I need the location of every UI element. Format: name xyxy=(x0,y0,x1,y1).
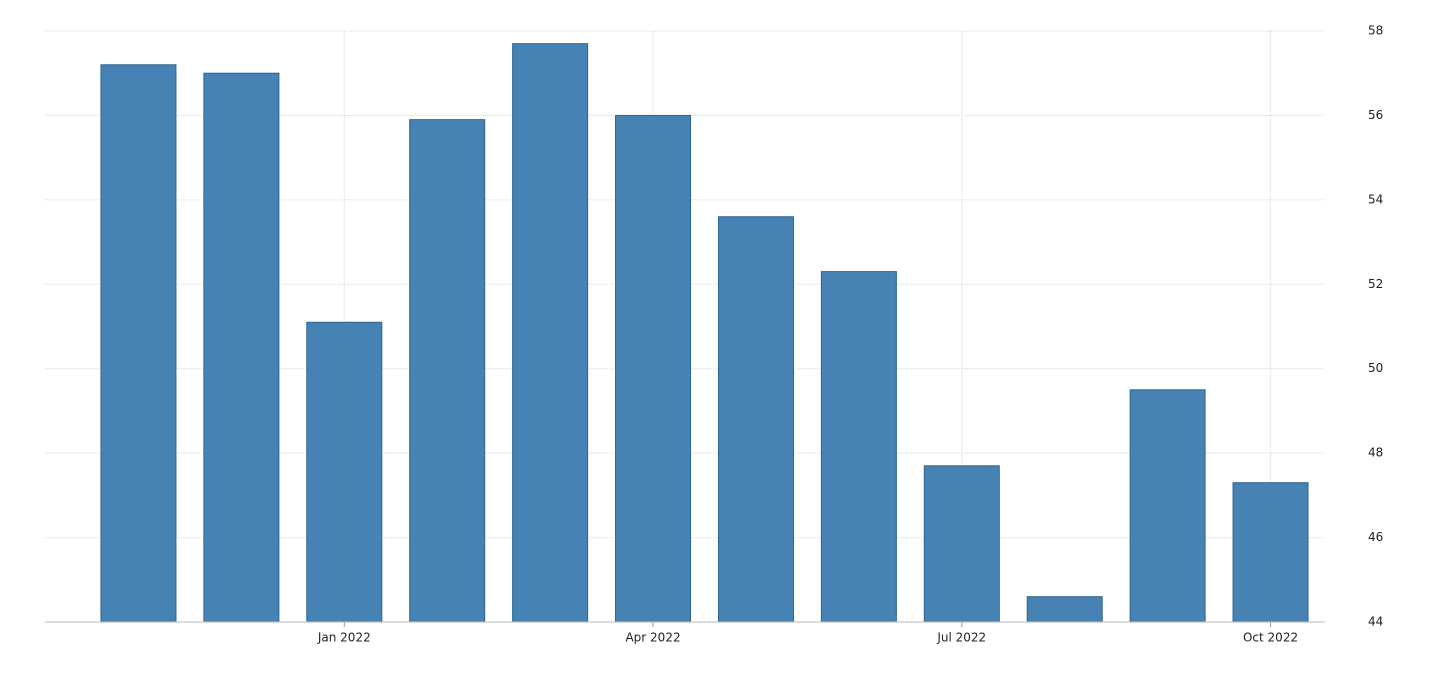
bar xyxy=(717,216,794,623)
bar xyxy=(1129,389,1206,623)
x-tick-label: Jul 2022 xyxy=(936,631,986,645)
bar xyxy=(306,321,383,623)
bar xyxy=(923,465,1000,623)
bar xyxy=(820,271,897,623)
y-tick-label: 44 xyxy=(1368,615,1383,629)
y-tick-label: 46 xyxy=(1368,530,1383,544)
y-tick-label: 58 xyxy=(1368,24,1383,38)
y-tick-label: 50 xyxy=(1368,361,1383,375)
x-tick-label: Oct 2022 xyxy=(1243,631,1298,645)
bar xyxy=(100,64,177,623)
bar xyxy=(409,119,486,623)
x-tick-label: Jan 2022 xyxy=(317,631,371,645)
x-tick-label: Apr 2022 xyxy=(625,631,680,645)
y-tick-label: 54 xyxy=(1368,192,1383,206)
y-tick-label: 48 xyxy=(1368,446,1383,460)
y-tick-label: 52 xyxy=(1368,277,1383,291)
bar xyxy=(512,43,589,623)
bar xyxy=(615,114,692,623)
y-tick-label: 56 xyxy=(1368,108,1383,122)
bar xyxy=(1232,482,1309,623)
bar xyxy=(1026,596,1103,623)
bar xyxy=(203,72,280,623)
